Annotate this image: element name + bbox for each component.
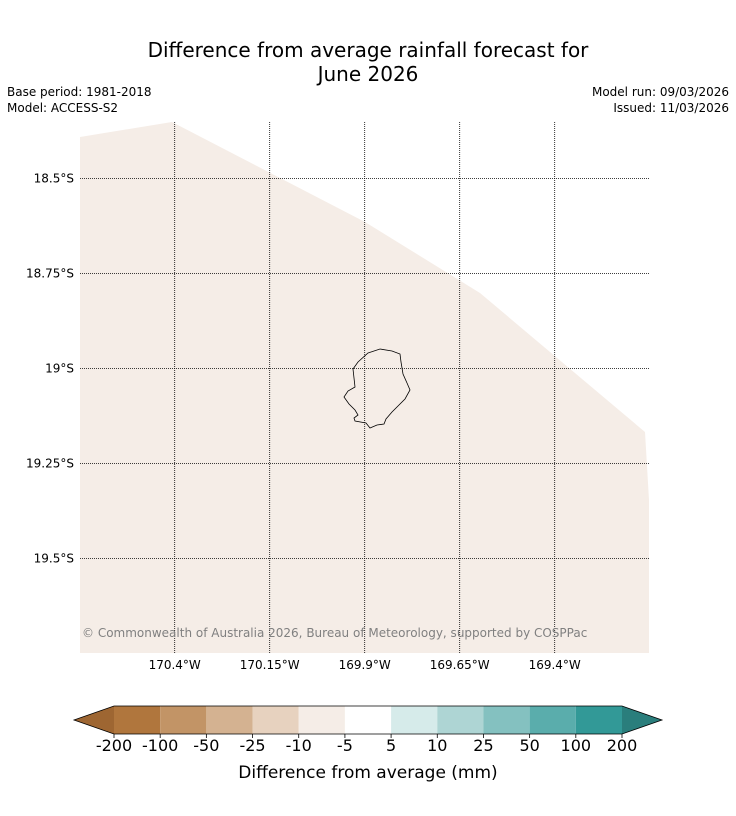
latitude-label: 19°S [45,362,74,376]
niue-island-outline [343,348,411,429]
colorbar-over-arrow [622,706,662,734]
colorbar-segment [391,706,438,734]
colorbar-tick-label: 25 [473,736,493,755]
longitude-label: 170.15°W [240,658,300,672]
latitude-label: 18.75°S [26,267,74,281]
base-period-text: Base period: 1981-2018 [7,85,152,99]
colorbar-tick-label: -100 [142,736,178,755]
copyright-text: © Commonwealth of Australia 2026, Bureau… [82,626,587,640]
colorbar-tick-label: -25 [239,736,265,755]
title-line-1: Difference from average rainfall forecas… [147,38,589,62]
colorbar-segment [529,706,576,734]
colorbar-segment [206,706,253,734]
latitude-label: 18.5°S [34,172,74,186]
colorbar-tick-label: 50 [519,736,539,755]
longitude-label: 169.4°W [529,658,581,672]
colorbar-segment [252,706,299,734]
colorbar-tick-label: 100 [561,736,592,755]
title-line-2: June 2026 [317,62,419,86]
colorbar-tick-label: 10 [427,736,447,755]
forecast-fill-region [80,122,649,653]
colorbar-tick-label: -200 [96,736,132,755]
model-run-text: Model run: 09/03/2026 [591,85,729,99]
longitude-label: 169.65°W [430,658,490,672]
colorbar-title: Difference from average (mm) [238,763,497,783]
latitude-label: 19.25°S [26,457,74,471]
model-text: Model: ACCESS-S2 [7,101,119,115]
colorbar-segment [160,706,207,734]
colorbar-segment [483,706,530,734]
meta-right: Model run: 09/03/2026 Issued: 11/03/2026 [592,84,729,116]
colorbar [72,705,664,735]
issued-text: Issued: 11/03/2026 [613,101,729,115]
colorbar-segment [114,706,161,734]
map-title: Difference from average rainfall forecas… [0,38,736,86]
colorbar-tick-label: 5 [386,736,396,755]
colorbar-tick-label: 200 [607,736,638,755]
colorbar-segment [437,706,484,734]
colorbar-tick-label: -50 [193,736,219,755]
latitude-label: 19.5°S [34,552,74,566]
colorbar-tick-label: -5 [337,736,353,755]
colorbar-under-arrow [74,706,114,734]
colorbar-tick-label: -10 [286,736,312,755]
meta-left: Base period: 1981-2018 Model: ACCESS-S2 [7,84,152,116]
colorbar-segment [344,706,392,734]
colorbar-segment [575,706,622,734]
colorbar-segment [298,706,345,734]
longitude-label: 169.9°W [339,658,391,672]
longitude-label: 170.4°W [149,658,201,672]
